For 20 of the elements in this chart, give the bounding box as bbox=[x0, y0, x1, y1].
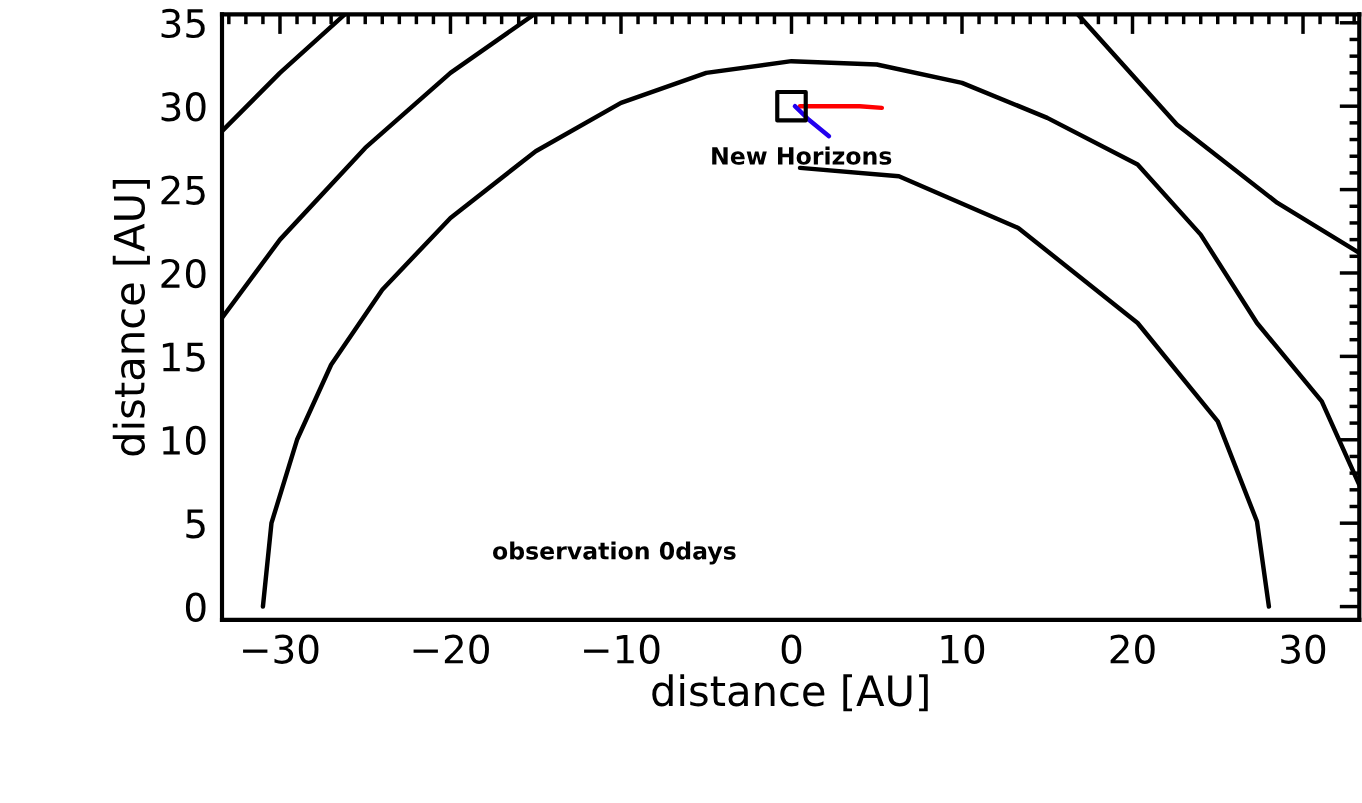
x-tick-label: 20 bbox=[1110, 634, 1155, 664]
x-tick-label: 0 bbox=[781, 634, 802, 664]
x-tick-label: 10 bbox=[941, 634, 985, 664]
x-tick-label: −20 bbox=[413, 634, 489, 664]
x-tick-label: −30 bbox=[243, 634, 319, 664]
y-tick-label: 0 bbox=[185, 592, 206, 622]
y-tick-label: 15 bbox=[162, 342, 205, 372]
x-axis-title: distance [AU] bbox=[652, 674, 928, 712]
y-tick-label: 10 bbox=[162, 425, 206, 456]
y-tick-label: 30 bbox=[161, 92, 206, 122]
line-series bbox=[797, 165, 1272, 609]
annotation: New Horizons bbox=[712, 146, 892, 165]
annotation: observation 0days bbox=[493, 541, 736, 565]
x-tick-label: −10 bbox=[584, 634, 660, 664]
y-tick-label: 25 bbox=[161, 175, 205, 205]
y-axis-title: distance [AU] bbox=[112, 180, 150, 456]
y-tick-label: 35 bbox=[161, 8, 205, 39]
y-tick-label: 5 bbox=[186, 509, 205, 539]
y-tick-label: 20 bbox=[161, 258, 206, 289]
x-tick-label: 30 bbox=[1281, 634, 1326, 664]
